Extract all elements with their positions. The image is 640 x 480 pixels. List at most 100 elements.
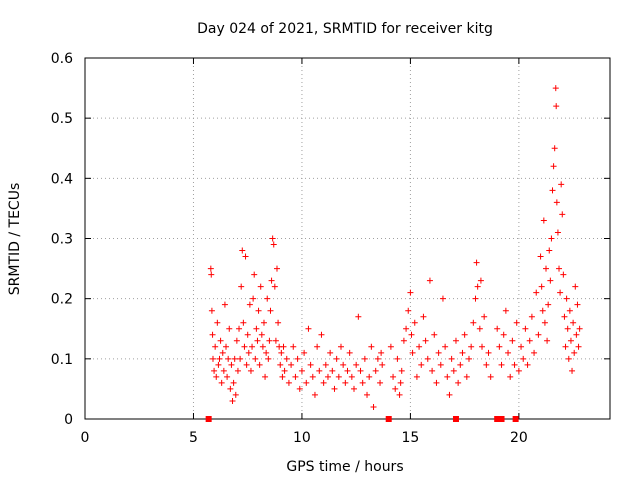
data-point: [267, 307, 274, 314]
data-point: [505, 349, 512, 356]
data-point: [207, 265, 214, 272]
data-point: [524, 361, 531, 368]
data-point: [396, 391, 403, 398]
data-point: [301, 349, 308, 356]
data-point: [487, 373, 494, 380]
data-point: [318, 331, 325, 338]
data-point: [409, 349, 416, 356]
data-point: [481, 313, 488, 320]
data-point: [263, 349, 270, 356]
data-point: [541, 319, 548, 326]
gap-marker: [452, 416, 459, 422]
data-point: [288, 361, 295, 368]
x-tick-label: 20: [510, 430, 528, 446]
gap-marker: [512, 416, 519, 422]
data-point: [316, 367, 323, 374]
data-point: [239, 247, 246, 254]
data-point: [574, 301, 581, 308]
data-point: [221, 301, 228, 308]
data-point: [359, 379, 366, 386]
chart-title: Day 024 of 2021, SRMTID for receiver kit…: [197, 21, 493, 37]
data-point: [442, 343, 449, 350]
data-point: [254, 337, 261, 344]
data-point: [403, 325, 410, 332]
data-point: [571, 349, 578, 356]
data-point: [214, 319, 221, 326]
data-point: [567, 337, 574, 344]
data-point: [277, 361, 284, 368]
y-tick-label: 0.4: [51, 171, 73, 187]
data-point: [238, 283, 245, 290]
data-point: [305, 325, 312, 332]
data-point: [329, 367, 336, 374]
data-point: [564, 325, 571, 332]
data-point: [225, 355, 232, 362]
data-point: [236, 325, 243, 332]
data-point: [413, 373, 420, 380]
data-point: [278, 349, 285, 356]
data-point: [426, 277, 433, 284]
y-tick-label: 0: [64, 412, 73, 428]
data-point: [273, 265, 280, 272]
data-point: [528, 313, 535, 320]
data-point: [217, 337, 224, 344]
data-point: [270, 241, 277, 248]
data-point: [513, 319, 520, 326]
data-point: [331, 385, 338, 392]
data-point: [213, 373, 220, 380]
data-point: [377, 379, 384, 386]
data-point: [461, 331, 468, 338]
data-points: [207, 85, 583, 410]
data-point: [515, 367, 522, 374]
data-point: [208, 307, 215, 314]
data-point: [550, 163, 557, 170]
data-point: [209, 331, 216, 338]
data-point: [553, 103, 560, 110]
data-point: [257, 283, 264, 290]
data-point: [266, 337, 273, 344]
data-point: [446, 391, 453, 398]
data-point: [509, 337, 516, 344]
data-point: [245, 349, 252, 356]
data-point: [249, 343, 256, 350]
data-point: [551, 145, 558, 152]
data-point: [285, 379, 292, 386]
data-point: [212, 343, 219, 350]
data-point: [292, 373, 299, 380]
data-point: [374, 355, 381, 362]
data-point: [543, 265, 550, 272]
data-point: [307, 361, 314, 368]
x-axis-title: GPS time / hours: [286, 459, 403, 475]
x-tick-label: 10: [293, 430, 311, 446]
data-point: [544, 337, 551, 344]
data-point: [251, 271, 258, 278]
data-point: [253, 325, 260, 332]
gap-marker: [205, 416, 212, 422]
gap-marker: [494, 416, 501, 422]
data-point: [378, 349, 385, 356]
data-point: [474, 283, 481, 290]
data-point: [346, 349, 353, 356]
data-point: [562, 343, 569, 350]
data-point: [472, 295, 479, 302]
data-point: [573, 331, 580, 338]
data-point: [520, 355, 527, 362]
data-point: [240, 319, 247, 326]
data-point: [560, 271, 567, 278]
data-point: [322, 361, 329, 368]
data-point: [411, 319, 418, 326]
data-point: [494, 325, 501, 332]
data-point: [558, 181, 565, 188]
data-point: [264, 295, 271, 302]
data-point: [271, 283, 278, 290]
y-tick-label: 0.2: [51, 292, 73, 308]
data-point: [537, 253, 544, 260]
data-point: [219, 349, 226, 356]
data-point: [405, 307, 412, 314]
data-point: [457, 361, 464, 368]
data-point: [226, 325, 233, 332]
gap-marker: [498, 416, 505, 422]
data-point: [547, 277, 554, 284]
data-point: [218, 379, 225, 386]
data-point: [368, 343, 375, 350]
